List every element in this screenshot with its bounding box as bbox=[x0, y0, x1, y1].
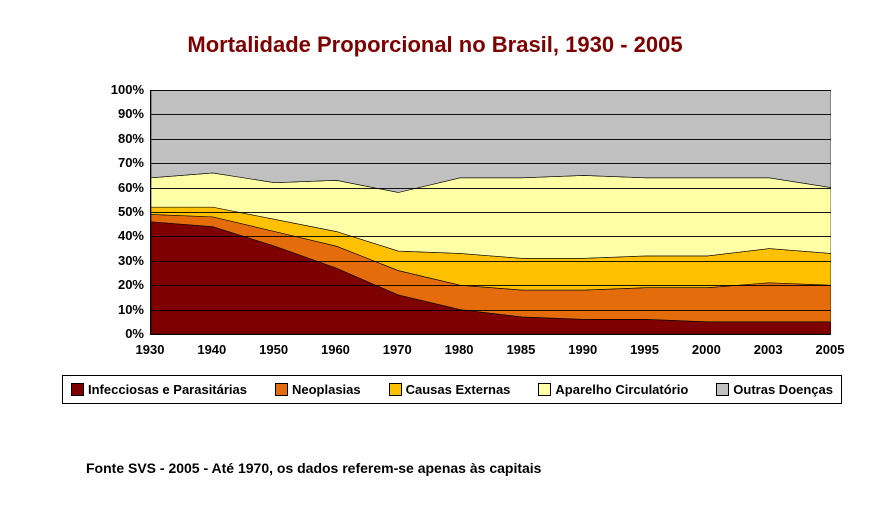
area-series bbox=[151, 90, 831, 192]
chart-title: Mortalidade Proporcional no Brasil, 1930… bbox=[0, 32, 870, 58]
gridline bbox=[151, 90, 831, 91]
y-tick-label: 40% bbox=[84, 228, 144, 243]
x-tick-label: 1990 bbox=[568, 342, 597, 357]
x-tick-label: 1930 bbox=[136, 342, 165, 357]
x-tick-label: 2003 bbox=[754, 342, 783, 357]
legend-item: Aparelho Circulatório bbox=[538, 382, 688, 397]
legend-item: Neoplasias bbox=[275, 382, 361, 397]
x-tick-label: 2005 bbox=[816, 342, 845, 357]
legend-label: Neoplasias bbox=[292, 382, 361, 397]
legend-label: Infecciosas e Parasitárias bbox=[88, 382, 247, 397]
legend-label: Causas Externas bbox=[406, 382, 511, 397]
x-tick-label: 1995 bbox=[630, 342, 659, 357]
y-tick-label: 20% bbox=[84, 277, 144, 292]
y-tick-label: 10% bbox=[84, 302, 144, 317]
legend-label: Aparelho Circulatório bbox=[555, 382, 688, 397]
gridline bbox=[151, 261, 831, 262]
gridline bbox=[151, 163, 831, 164]
gridline bbox=[151, 212, 831, 213]
chart-container: { "chart": { "type": "area", "title": "M… bbox=[0, 0, 870, 519]
x-tick-label: 1970 bbox=[383, 342, 412, 357]
gridline bbox=[151, 188, 831, 189]
x-tick-label: 1960 bbox=[321, 342, 350, 357]
legend-item: Causas Externas bbox=[389, 382, 511, 397]
legend-swatch bbox=[389, 383, 402, 396]
gridline bbox=[151, 236, 831, 237]
legend-item: Infecciosas e Parasitárias bbox=[71, 382, 247, 397]
gridline bbox=[151, 285, 831, 286]
legend-swatch bbox=[275, 383, 288, 396]
gridline bbox=[151, 139, 831, 140]
source-note: Fonte SVS - 2005 - Até 1970, os dados re… bbox=[86, 460, 541, 476]
y-tick-label: 60% bbox=[84, 180, 144, 195]
legend-item: Outras Doenças bbox=[716, 382, 833, 397]
legend-swatch bbox=[716, 383, 729, 396]
gridline bbox=[151, 334, 831, 335]
y-tick-label: 0% bbox=[84, 326, 144, 341]
plot-area bbox=[150, 90, 831, 335]
legend-swatch bbox=[71, 383, 84, 396]
y-tick-label: 80% bbox=[84, 131, 144, 146]
x-tick-label: 1950 bbox=[259, 342, 288, 357]
x-tick-label: 1985 bbox=[506, 342, 535, 357]
x-tick-label: 1940 bbox=[197, 342, 226, 357]
y-tick-label: 50% bbox=[84, 204, 144, 219]
gridline bbox=[151, 310, 831, 311]
y-tick-label: 70% bbox=[84, 155, 144, 170]
x-tick-label: 2000 bbox=[692, 342, 721, 357]
legend: Infecciosas e Parasitárias Neoplasias Caus… bbox=[62, 375, 842, 404]
legend-swatch bbox=[538, 383, 551, 396]
legend-label: Outras Doenças bbox=[733, 382, 833, 397]
gridline bbox=[151, 114, 831, 115]
y-tick-label: 90% bbox=[84, 106, 144, 121]
x-tick-label: 1980 bbox=[445, 342, 474, 357]
y-tick-label: 100% bbox=[84, 82, 144, 97]
y-tick-label: 30% bbox=[84, 253, 144, 268]
